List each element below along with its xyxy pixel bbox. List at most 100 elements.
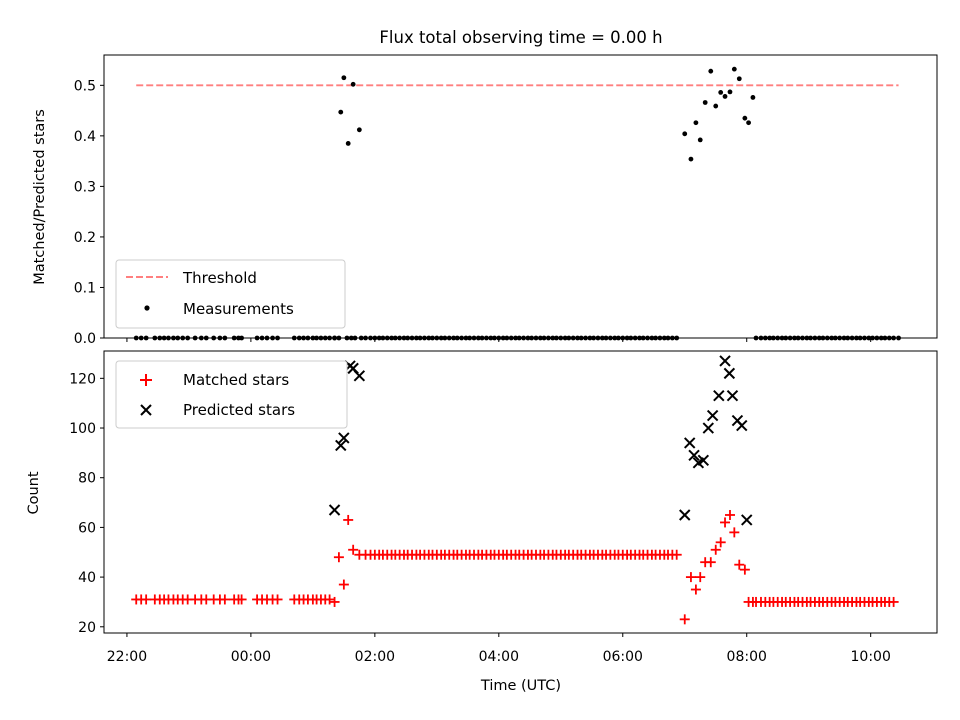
top-y-tick-label: 0.1 xyxy=(74,280,96,296)
predicted-star-point xyxy=(679,509,691,521)
top-panel: 0.0 0.1 0.2 0.3 0.4 0.5 Matched/Predicted sta… xyxy=(32,54,938,347)
legend-predicted-swatch xyxy=(140,404,152,416)
matched-star-point xyxy=(695,572,706,583)
bottom-y-axis-label: Count xyxy=(26,471,42,514)
matched-star-point xyxy=(329,596,340,607)
matched-star-point xyxy=(685,572,696,583)
x-tick-label: 04:00 xyxy=(479,649,519,665)
bottom-marks xyxy=(131,355,899,625)
top-legend-box xyxy=(115,259,346,329)
bottom-y-tick-label: 40 xyxy=(78,570,96,586)
matched-star-point xyxy=(888,596,899,607)
bottom-legend-box xyxy=(115,360,348,429)
predicted-star-point xyxy=(713,390,725,402)
matched-star-point xyxy=(236,594,247,605)
top-marks xyxy=(133,66,901,341)
legend-threshold-label: Threshold xyxy=(182,269,257,287)
predicted-star-point xyxy=(353,370,366,382)
bottom-axes-frame xyxy=(103,350,938,634)
measurement-point xyxy=(727,89,733,95)
top-legend: Threshold Measurements xyxy=(115,259,346,329)
measurement-point xyxy=(750,95,756,100)
predicted-star-point xyxy=(736,419,748,432)
bottom-y-tick-label: 120 xyxy=(69,371,96,387)
measurement-point xyxy=(742,115,748,121)
top-y-tick-label: 0.5 xyxy=(74,78,96,94)
legend-measurements-swatch xyxy=(144,305,150,311)
predicted-star-point xyxy=(706,409,719,422)
measurement-point xyxy=(338,109,344,115)
measurement-point xyxy=(736,76,742,82)
bottom-y-ticks: 20 40 60 80 100 120 xyxy=(69,371,104,636)
top-y-tick-label: 0.2 xyxy=(74,230,96,246)
predicted-star-point xyxy=(726,390,739,402)
bottom-y-tick-label: 100 xyxy=(69,421,96,437)
matched-star-point xyxy=(272,594,283,605)
legend-matched-swatch xyxy=(140,374,152,386)
matched-star-point xyxy=(729,527,740,538)
bottom-x-ticks: 22:00 00:00 02:00 04:00 06:00 08:00 10:00 xyxy=(107,633,891,665)
top-y-ticks: 0.0 0.1 0.2 0.3 0.4 0.5 xyxy=(74,78,104,347)
matched-star-point xyxy=(333,552,344,563)
matched-star-point xyxy=(219,594,230,605)
matched-star-point xyxy=(141,594,152,605)
measurement-point xyxy=(722,94,728,99)
measurement-point xyxy=(697,137,703,143)
measurement-point xyxy=(718,89,724,95)
predicted-star-point xyxy=(723,367,736,380)
predicted-star-point xyxy=(688,449,700,462)
measurement-point xyxy=(731,66,737,72)
predicted-star-point xyxy=(338,432,350,444)
x-tick-label: 22:00 xyxy=(107,649,147,665)
predicted-star-point xyxy=(697,454,710,467)
matched-star-point xyxy=(705,557,716,568)
matched-star-point xyxy=(739,564,750,575)
matched-star-point xyxy=(348,544,359,555)
bottom-y-tick-label: 20 xyxy=(78,620,96,636)
measurement-point xyxy=(713,103,719,109)
predicted-star-point xyxy=(335,439,347,452)
top-axes-frame xyxy=(103,54,938,339)
measurement-point xyxy=(341,75,347,81)
x-tick-label: 02:00 xyxy=(355,649,395,665)
x-axis-label: Time (UTC) xyxy=(480,678,561,694)
matched-star-point xyxy=(343,514,354,525)
predicted-star-point xyxy=(741,514,753,526)
matched-star-point xyxy=(338,579,349,590)
bottom-y-tick-label: 80 xyxy=(78,471,96,487)
x-tick-label: 08:00 xyxy=(727,649,767,665)
bottom-legend: Matched stars Predicted stars xyxy=(115,360,348,429)
measurement-point xyxy=(702,100,708,105)
predicted-star-point xyxy=(328,504,341,516)
matched-star-point xyxy=(679,614,690,625)
matched-star-point xyxy=(671,549,682,560)
measurement-point xyxy=(345,141,351,146)
measurement-point xyxy=(682,131,688,137)
matched-star-point xyxy=(710,544,721,555)
legend-measurements-label: Measurements xyxy=(183,300,294,318)
top-y-tick-label: 0.3 xyxy=(74,179,96,195)
chart-title: Flux total observing time = 0.00 h xyxy=(379,28,662,47)
legend-matched-label: Matched stars xyxy=(183,371,289,389)
top-y-axis-label: Matched/Predicted stars xyxy=(32,109,48,285)
matched-star-point xyxy=(734,559,745,570)
predicted-star-point xyxy=(719,355,731,367)
matched-star-point xyxy=(715,537,726,548)
matched-star-point xyxy=(690,584,701,595)
matched-star-point xyxy=(724,509,735,520)
measurement-point xyxy=(688,156,694,162)
x-tick-label: 00:00 xyxy=(231,649,271,665)
legend-predicted-label: Predicted stars xyxy=(183,401,295,419)
top-x-ticks xyxy=(126,338,872,342)
bottom-y-tick-label: 60 xyxy=(78,520,96,536)
bottom-panel: 20 40 60 80 100 120 22:00 00:00 02:00 04:00 06:00… xyxy=(26,350,938,694)
top-y-tick-label: 0.4 xyxy=(74,129,96,145)
x-tick-label: 10:00 xyxy=(851,649,891,665)
top-y-tick-label: 0.0 xyxy=(74,331,96,347)
measurement-point xyxy=(708,68,714,74)
measurement-point xyxy=(746,120,751,126)
x-tick-label: 06:00 xyxy=(603,649,643,665)
measurement-point xyxy=(356,127,362,133)
measurement-point xyxy=(350,81,356,87)
